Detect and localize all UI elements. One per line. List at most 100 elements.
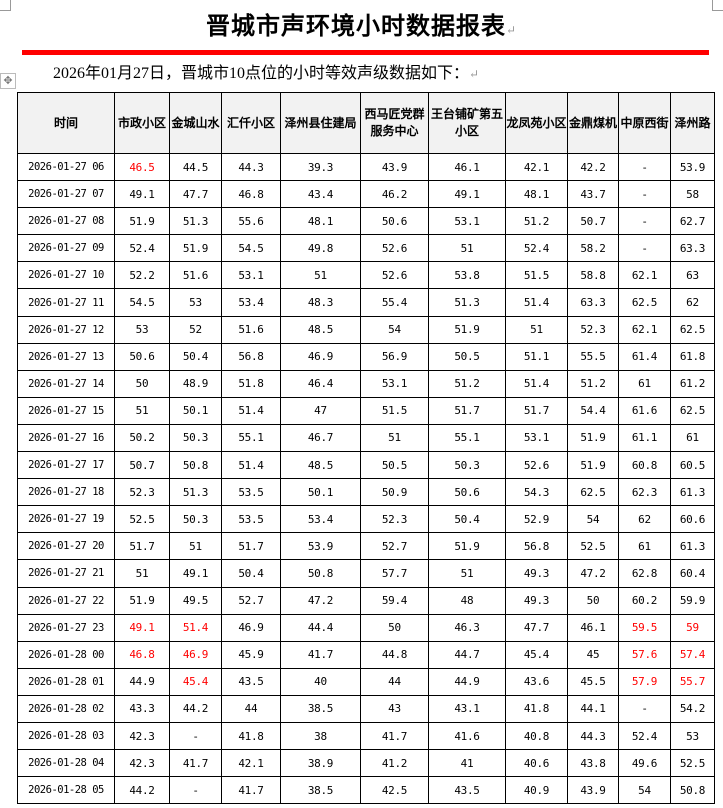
value-cell: 40.8 — [505, 721, 568, 751]
value-cell: 48.3 — [280, 288, 361, 317]
time-cell: 2026-01-27 09 — [17, 234, 115, 263]
value-cell: 50.8 — [670, 776, 715, 805]
value-cell: 47 — [280, 396, 361, 425]
table-row: 2026-01-27 19 52.5 50.3 53.5 53.4 52.3 50.4 52.… — [17, 505, 715, 534]
value-cell: - — [618, 207, 671, 236]
value-cell: 45.5 — [567, 667, 619, 696]
move-icon[interactable]: ✥ — [0, 73, 16, 89]
value-cell: 51 — [169, 532, 222, 561]
table-row: 2026-01-28 02 43.3 44.2 44 38.5 43 43.1 41.8 44.… — [17, 694, 715, 723]
time-cell: 2026-01-27 16 — [17, 423, 115, 453]
table-row: 2026-01-27 10 52.2 51.6 53.1 51 52.6 53.8 51.5 5… — [17, 261, 715, 290]
value-cell: 51.4 — [221, 396, 281, 425]
time-cell: 2026-01-28 05 — [17, 776, 115, 805]
value-cell: 44.2 — [169, 694, 222, 723]
value-cell: 43.6 — [505, 667, 568, 696]
value-cell: 52.7 — [360, 532, 429, 561]
value-cell: 50.3 — [428, 451, 506, 480]
header-site: 王台铺矿第五小区 — [428, 92, 506, 154]
value-cell: 59.4 — [360, 586, 429, 615]
value-cell: 51 — [114, 559, 170, 588]
value-cell: 44.9 — [114, 667, 170, 696]
value-cell: 50.9 — [360, 478, 429, 507]
value-cell: 60.5 — [670, 451, 715, 480]
value-cell: 51.4 — [221, 451, 281, 480]
value-cell: 62.7 — [670, 207, 715, 236]
value-cell: 43.9 — [360, 152, 429, 182]
value-cell: 52.4 — [114, 234, 170, 263]
value-cell: 41.6 — [428, 721, 506, 751]
value-cell: 40 — [280, 667, 361, 696]
value-cell: 45 — [567, 640, 619, 669]
table-row: 2026-01-27 13 50.6 50.4 56.8 46.9 56.9 50.5 51.… — [17, 342, 715, 371]
time-cell: 2026-01-28 04 — [17, 749, 115, 778]
time-cell: 2026-01-28 03 — [17, 721, 115, 751]
value-cell: 43.4 — [280, 180, 361, 209]
value-cell: 47.2 — [280, 586, 361, 615]
value-cell: 52.5 — [567, 532, 619, 561]
header-time: 时间 — [17, 92, 115, 154]
value-cell: 50.4 — [221, 559, 281, 588]
value-cell: 61.3 — [670, 532, 715, 561]
value-cell: 49.5 — [169, 586, 222, 615]
value-cell: 50.1 — [169, 396, 222, 425]
table-row: 2026-01-27 09 52.4 51.9 54.5 49.8 52.6 51 52.4 5… — [17, 234, 715, 263]
value-cell: 52.2 — [114, 261, 170, 290]
value-cell: 59.5 — [618, 613, 671, 642]
value-cell: 52.4 — [618, 721, 671, 751]
table-row: 2026-01-27 18 52.3 51.3 53.5 50.1 50.9 50.6 54.… — [17, 478, 715, 507]
red-divider — [22, 50, 709, 55]
value-cell: 61.2 — [670, 369, 715, 398]
value-cell: 53.1 — [360, 369, 429, 398]
time-cell: 2026-01-27 14 — [17, 369, 115, 398]
table-row: 2026-01-27 15 51 50.1 51.4 47 51.5 51.7 51.7 54.… — [17, 396, 715, 425]
value-cell: 44.1 — [567, 694, 619, 723]
value-cell: 52.3 — [360, 505, 429, 534]
value-cell: 50.3 — [169, 505, 222, 534]
value-cell: 51.3 — [169, 207, 222, 236]
value-cell: 55.1 — [221, 423, 281, 453]
value-cell: 41.7 — [280, 640, 361, 669]
value-cell: 45.4 — [505, 640, 568, 669]
value-cell: 53.9 — [670, 152, 715, 182]
value-cell: 61.8 — [670, 342, 715, 371]
value-cell: 51.5 — [505, 261, 568, 290]
value-cell: 51 — [505, 315, 568, 344]
value-cell: 47.2 — [567, 559, 619, 588]
value-cell: 43.1 — [428, 694, 506, 723]
value-cell: 49.3 — [505, 586, 568, 615]
value-cell: 50.7 — [114, 451, 170, 480]
table-row: 2026-01-28 05 44.2-41.7 38.5 42.5 43.5 40.9 43… — [17, 776, 715, 805]
value-cell: 52.6 — [505, 451, 568, 480]
value-cell: 49.1 — [169, 559, 222, 588]
value-cell: 52.4 — [505, 234, 568, 263]
value-cell: 53.5 — [221, 478, 281, 507]
table-row: 2026-01-27 23 49.1 51.4 46.9 44.4 50 46.3 47.7 4… — [17, 613, 715, 642]
value-cell: 51.4 — [505, 288, 568, 317]
value-cell: 51.9 — [114, 586, 170, 615]
value-cell: 41.2 — [360, 749, 429, 778]
value-cell: 44 — [360, 667, 429, 696]
value-cell: 61 — [618, 369, 671, 398]
value-cell: 38.5 — [280, 776, 361, 805]
value-cell: 44.9 — [428, 667, 506, 696]
value-cell: 51.8 — [221, 369, 281, 398]
value-cell: 48.9 — [169, 369, 222, 398]
value-cell: 46.8 — [114, 640, 170, 669]
value-cell: 53.9 — [280, 532, 361, 561]
value-cell: - — [169, 776, 222, 805]
value-cell: 51.9 — [428, 315, 506, 344]
value-cell: 43.8 — [567, 749, 619, 778]
value-cell: 51.5 — [360, 396, 429, 425]
time-cell: 2026-01-27 19 — [17, 505, 115, 534]
time-cell: 2026-01-28 02 — [17, 694, 115, 723]
value-cell: 59 — [670, 613, 715, 642]
value-cell: 51.3 — [169, 478, 222, 507]
time-cell: 2026-01-27 12 — [17, 315, 115, 344]
value-cell: 52.3 — [567, 315, 619, 344]
value-cell: 55.5 — [567, 342, 619, 371]
value-cell: 44.5 — [169, 152, 222, 182]
value-cell: 44.3 — [567, 721, 619, 751]
value-cell: 59.9 — [670, 586, 715, 615]
value-cell: 51.7 — [505, 396, 568, 425]
